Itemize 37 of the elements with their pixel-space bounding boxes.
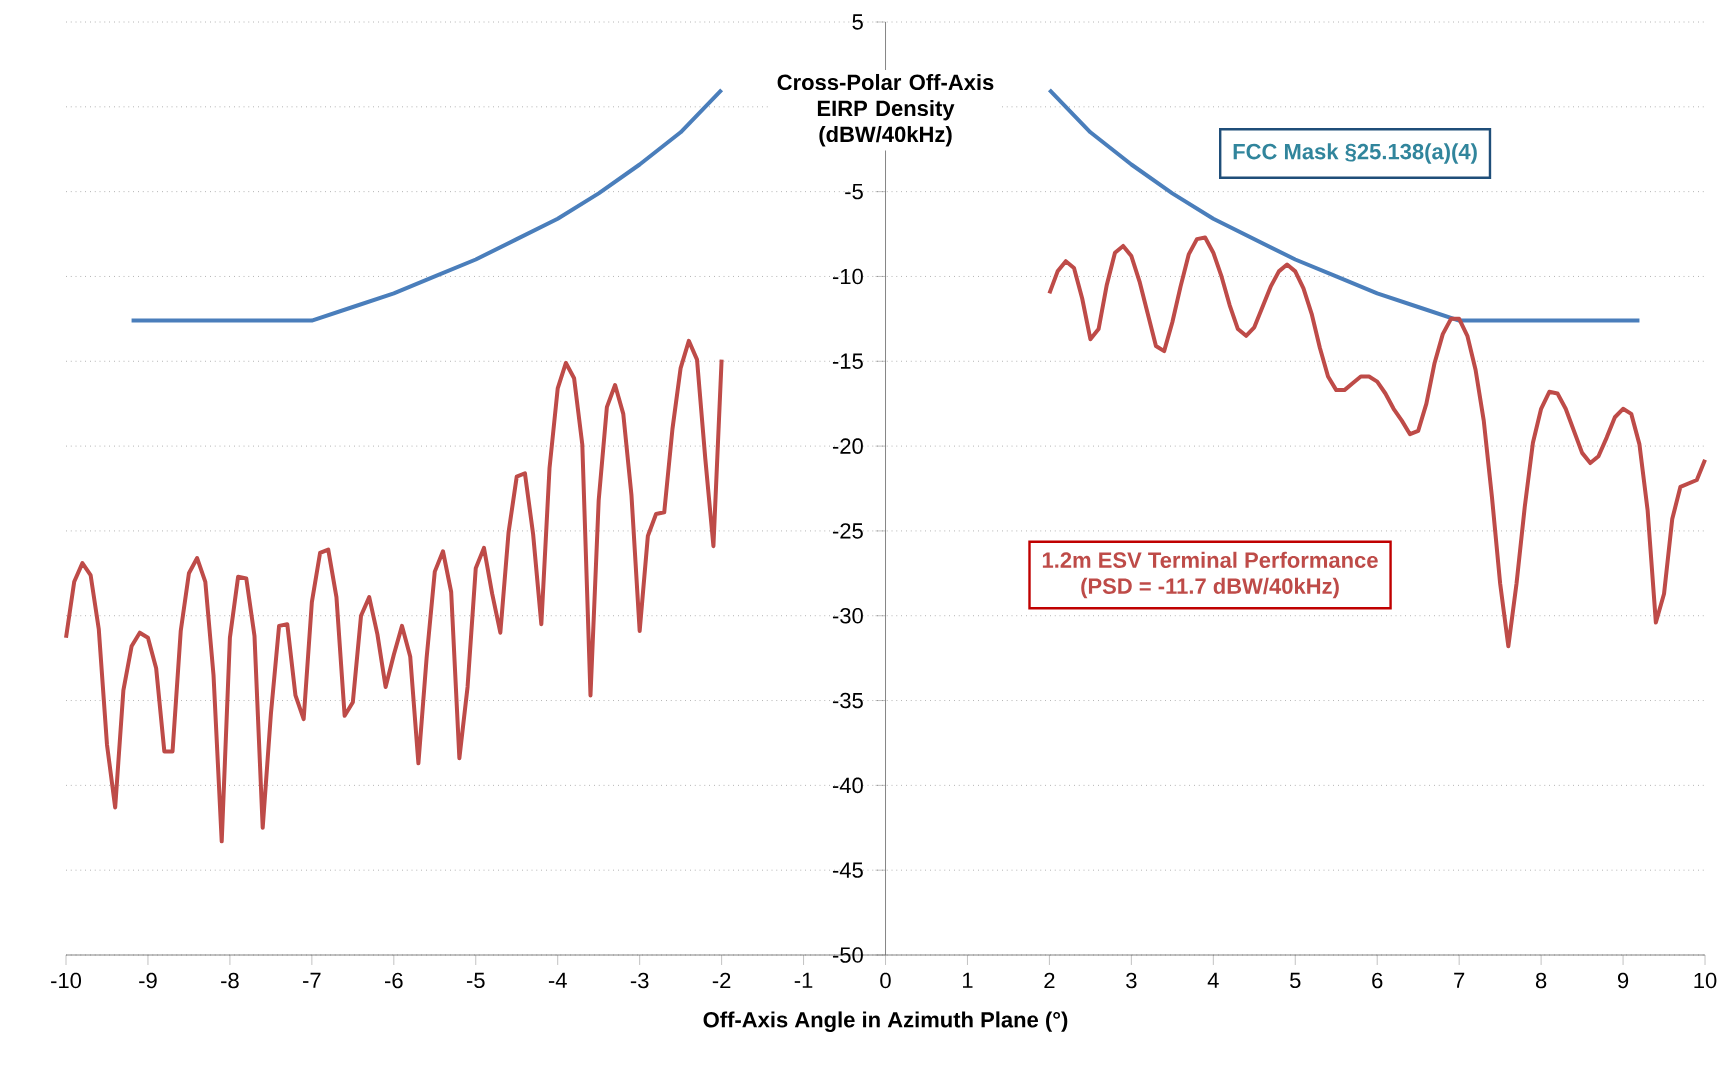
y-tick-label: -40 — [832, 777, 863, 794]
annotation: (PSD = -11.7 dBW/40kHz) — [1081, 577, 1339, 599]
x-tick-label: 9 — [1617, 972, 1629, 989]
x-tick-label: -10 — [51, 972, 82, 989]
x-tick-label: 8 — [1535, 972, 1547, 989]
x-tick-label: 2 — [1044, 972, 1055, 989]
x-tick-label: -6 — [385, 972, 403, 989]
x-tick-label: 5 — [1290, 972, 1301, 989]
text: FCC Mask §25.138(a)(4) — [1233, 143, 1477, 164]
y-tick-label: -10 — [832, 268, 863, 285]
y-tick-label: 5 — [852, 14, 863, 30]
x-tick-label: 0 — [880, 972, 891, 989]
y-tick-label: -25 — [832, 523, 863, 539]
x-axis-title: Off-Axis Angle in Azimuth Plane (°) — [703, 1011, 1068, 1032]
y-tick-label: -45 — [832, 862, 863, 878]
x-tick-label: -7 — [303, 972, 321, 988]
y-tick-label: -15 — [832, 353, 863, 369]
x-tick-label: 6 — [1372, 972, 1383, 989]
text: 1.2m ESV Terminal Performance — [1042, 551, 1378, 568]
x-tick-label: -9 — [139, 972, 157, 989]
x-tick-label: -1 — [794, 972, 813, 988]
x-tick-label: 7 — [1454, 972, 1465, 988]
x-tick-label: -3 — [630, 972, 649, 989]
x-tick-label: 1 — [963, 972, 973, 988]
y-tick-label: -30 — [832, 607, 863, 624]
y-tick-label: -20 — [832, 438, 863, 454]
x-tick-label: -8 — [221, 972, 239, 989]
x-tick-label: -2 — [712, 972, 731, 989]
y-tick-label: -5 — [845, 183, 863, 200]
x-tick-label: -5 — [466, 972, 485, 989]
x-tick-label: 3 — [1126, 972, 1137, 989]
y-tick-label: -35 — [832, 692, 863, 709]
y-axis-title: Cross-Polar Off-Axis EIRP Density (dBW/40kHz) — [777, 73, 994, 147]
x-tick-label: -4 — [548, 972, 567, 988]
x-tick-label: 10 — [1694, 972, 1717, 989]
x-tick-label: 4 — [1207, 972, 1219, 988]
y-tick-label: -50 — [832, 947, 863, 963]
